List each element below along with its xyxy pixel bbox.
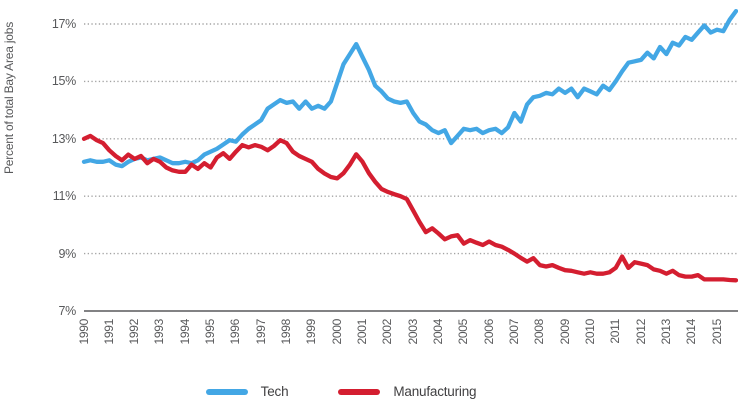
x-tick-label-2011: 2011: [608, 319, 623, 344]
x-tick-label-2013: 2013: [658, 319, 673, 345]
tech-line-swatch: [205, 388, 248, 395]
legend-item-manufacturing: Manufacturing: [338, 384, 477, 399]
x-tick-label-2001: 2001: [355, 319, 370, 345]
x-tick-label-1996: 1996: [228, 319, 243, 345]
x-tick-label-1991: 1991: [101, 319, 116, 345]
y-tick-label-15: 15%: [51, 74, 76, 89]
x-tick-label-2008: 2008: [532, 319, 547, 345]
x-tick-label-1990: 1990: [76, 319, 91, 345]
x-tick-label-1994: 1994: [177, 319, 192, 345]
legend-label-manufacturing: Manufacturing: [393, 384, 477, 399]
x-tick-label-1992: 1992: [127, 319, 142, 345]
x-tick-label-1998: 1998: [279, 319, 294, 345]
x-tick-label-2014: 2014: [684, 319, 699, 345]
x-tick-label-1993: 1993: [152, 319, 167, 345]
x-tick-label-1995: 1995: [203, 319, 218, 345]
x-tick-label-1999: 1999: [304, 319, 319, 345]
x-tick-label-2010: 2010: [582, 319, 597, 345]
y-tick-label-7: 7%: [58, 304, 77, 318]
x-tick-label-2006: 2006: [481, 319, 496, 345]
legend: Tech Manufacturing: [0, 384, 682, 399]
x-tick-label-2007: 2007: [506, 319, 521, 345]
legend-item-tech: Tech: [205, 384, 289, 399]
y-axis-title: Percent of total Bay Area jobs: [2, 21, 16, 175]
x-tick-label-2004: 2004: [430, 319, 445, 345]
y-tick-label-9: 9%: [58, 246, 77, 261]
y-tick-label-13: 13%: [51, 131, 76, 146]
x-tick-label-2015: 2015: [709, 319, 724, 345]
x-tick-label-1997: 1997: [253, 319, 268, 345]
y-tick-label-17: 17%: [51, 17, 76, 31]
x-tick-label-2002: 2002: [380, 319, 395, 345]
x-tick-label-2012: 2012: [633, 319, 648, 345]
y-tick-label-11: 11%: [52, 189, 77, 204]
x-tick-label-2005: 2005: [456, 319, 471, 345]
manufacturing-line-series: [81, 133, 738, 283]
manufacturing-line-swatch: [338, 388, 381, 395]
tech-line-series: [81, 8, 738, 169]
legend-label-tech: Tech: [260, 384, 289, 399]
x-tick-label-2003: 2003: [405, 319, 420, 345]
x-tick-label-2009: 2009: [557, 319, 572, 345]
x-tick-label-2000: 2000: [329, 319, 344, 345]
